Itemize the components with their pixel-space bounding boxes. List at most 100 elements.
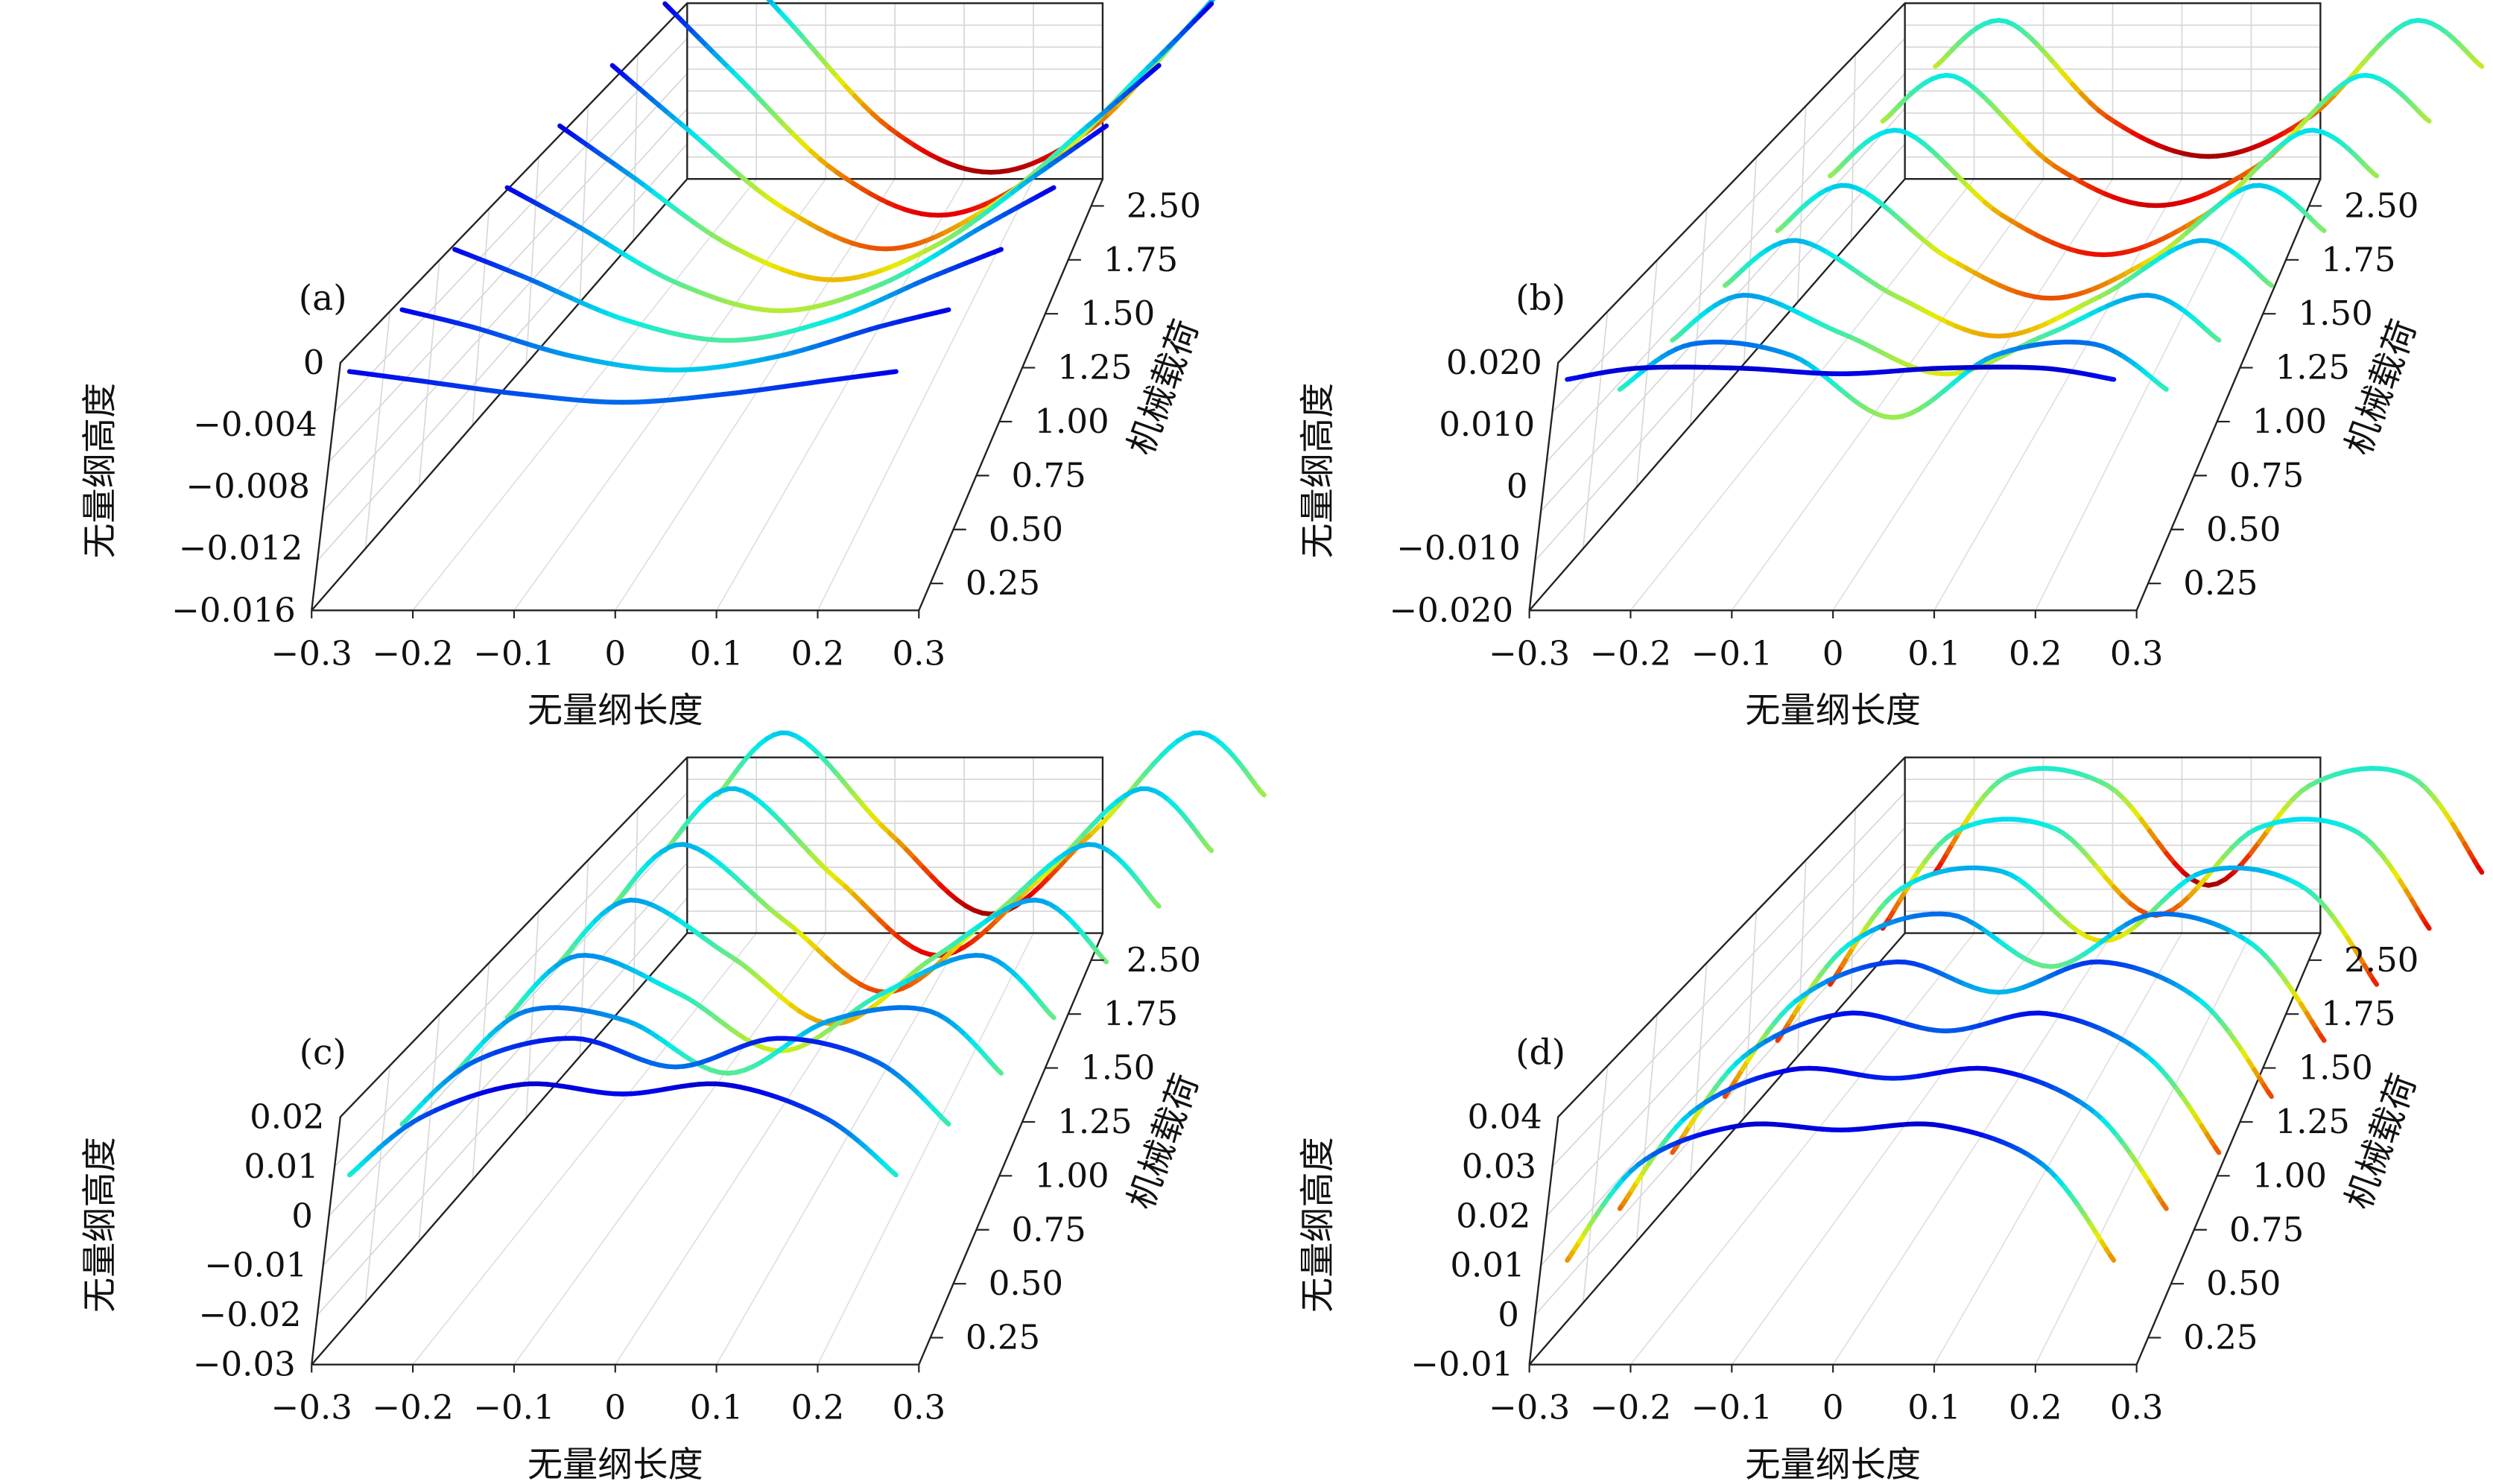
axis-line-depth-left [311,179,687,610]
depth-tick-label: 1.25 [2275,348,2350,387]
x-tick-label: −0.3 [271,633,352,673]
x-tick-label: −0.3 [1489,633,1570,673]
curve-segment [2321,228,2324,230]
curve-segment [1051,188,1054,189]
grid-line [1833,933,2112,1365]
curve-segment [1156,66,1159,69]
grid-line [1541,863,1905,1266]
x-tick-label: 0.2 [791,633,845,673]
z-tick-label: 0 [291,1196,313,1235]
x-tick-label: −0.2 [372,1388,453,1427]
grid-line [1732,933,2043,1365]
panel-label: (d) [1515,1032,1565,1073]
z-tick-label: 0.02 [1456,1196,1530,1235]
grid-line [526,911,539,1117]
z-tick-label: 0.020 [1446,343,1542,382]
curve-segment [2479,64,2482,67]
x-tick-label: 0.1 [690,1388,744,1427]
depth-tick-label: 1.00 [1034,1155,1109,1195]
axis-box [1530,758,2321,1365]
x-tick-label: −0.2 [1590,1388,1671,1427]
curve-segment [2216,1148,2219,1152]
z-tick-label: −0.010 [1396,528,1521,568]
grid-line [717,179,964,610]
grid-line [365,311,390,549]
depth-tick-label: 0.75 [1012,455,1086,495]
z-tick-label: −0.020 [1390,590,1514,630]
depth-tick-label: 0.50 [2206,1263,2281,1303]
grid-line [1541,109,1905,512]
grid-line [1547,828,1905,1216]
z-tick-label: 0.01 [1450,1246,1524,1285]
x-tick-label: 0.1 [690,633,744,673]
depth-tick-label: 1.50 [1080,294,1155,333]
z-axis-title: 无量纲高度 [80,383,121,559]
curve-segment [2163,1204,2166,1208]
z-tick-label: −0.012 [179,528,303,568]
depth-tick-label: 0.50 [989,1263,1063,1303]
grid-line [1637,1014,1658,1241]
depth-tick-label: 1.75 [2321,994,2395,1033]
x-tick-label: 0 [604,1388,626,1427]
depth-tick-label: 0.50 [2206,510,2281,549]
grid-line [615,933,895,1365]
curve-segment [1209,4,1211,7]
depth-tick-label: 1.00 [2252,1155,2327,1195]
x-tick-label: 0.3 [2110,1388,2164,1427]
depth-tick-label: 1.25 [2275,1102,2350,1141]
x-tick-label: −0.3 [271,1388,352,1427]
depth-tick-label: 0.75 [2229,1210,2304,1249]
z-tick-label: 0.03 [1462,1147,1536,1186]
grid-line [419,1014,440,1241]
x-tick-label: −0.1 [473,633,554,673]
grid-line [580,106,588,302]
grid-line [1851,54,1856,241]
grid-line [323,863,688,1266]
x-tick-label: −0.2 [372,633,453,673]
curve-segment [893,1172,896,1175]
grid-line [472,209,489,425]
x-tick-label: 0 [604,633,626,673]
curve-segment [2373,980,2376,985]
curve-segment [2426,924,2429,929]
grid-line [323,109,688,512]
depth-tick-label: 1.75 [1103,240,1178,279]
x-tick-label: 0 [1822,633,1844,673]
depth-tick-label: 2.50 [2344,940,2418,980]
depth-tick-label: 0.25 [966,563,1040,603]
grid-line [1744,911,1757,1117]
depth-axis-title: 机械载荷 [1121,1069,1207,1215]
x-tick-label: 0.1 [1907,633,1961,673]
grid-line [1583,311,1608,549]
panel-label: (b) [1515,278,1565,319]
z-tick-label: −0.008 [186,466,310,506]
depth-tick-label: 0.75 [2229,455,2304,495]
panel-label: (c) [300,1032,346,1073]
curve-segment [2479,867,2482,872]
z-tick-label: 0.04 [1468,1097,1542,1136]
x-tick-label: −0.2 [1590,633,1671,673]
z-tick-label: 0.01 [244,1147,318,1186]
depth-tick-label: 1.50 [1080,1048,1155,1088]
depth-tick-label: 1.75 [2321,240,2395,279]
depth-axis-title: 机械载荷 [2338,1069,2424,1215]
z-tick-label: −0.01 [1410,1345,1513,1384]
curve-segment [1156,903,1159,907]
axis-box [1530,3,2321,610]
curve-segment [2373,174,2376,176]
depth-tick-label: 1.75 [1103,994,1178,1033]
x-tick-label: 0.3 [892,633,945,673]
z-axis-title: 无量纲高度 [80,1137,121,1313]
x-tick-label: −0.1 [473,1388,554,1427]
z-tick-label: −0.004 [193,405,317,444]
z-axis-title: 无量纲高度 [1298,1137,1339,1313]
curve-segment [1103,126,1106,128]
z-axis-title: 无量纲高度 [1298,383,1339,559]
depth-tick-label: 0.50 [989,510,1063,549]
curve-segment [2111,1255,2114,1260]
depth-tick-label: 1.00 [1034,402,1109,441]
depth-tick-label: 2.50 [1127,186,1201,225]
